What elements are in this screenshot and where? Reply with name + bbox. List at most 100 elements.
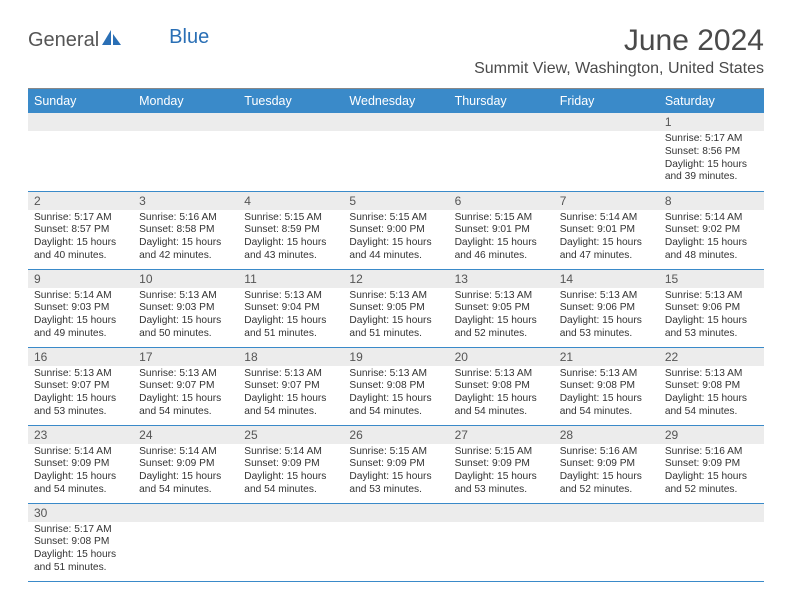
sunrise-line: Sunrise: 5:14 AM [34,446,127,459]
daylight-line: Daylight: 15 hours and 54 minutes. [34,471,127,497]
daylight-line: Daylight: 15 hours and 53 minutes. [34,393,127,419]
daylight-line: Daylight: 15 hours and 52 minutes. [665,471,758,497]
calendar-cell: 11Sunrise: 5:13 AMSunset: 9:04 PMDayligh… [238,269,343,347]
calendar-cell [659,503,764,581]
day-number: 27 [449,426,554,444]
day-number: 29 [659,426,764,444]
calendar-cell: 17Sunrise: 5:13 AMSunset: 9:07 PMDayligh… [133,347,238,425]
daylight-line: Daylight: 15 hours and 49 minutes. [34,315,127,341]
sunset-line: Sunset: 9:09 PM [139,458,232,471]
daylight-line: Daylight: 15 hours and 54 minutes. [560,393,653,419]
sunset-line: Sunset: 8:56 PM [665,146,758,159]
calendar-row: 16Sunrise: 5:13 AMSunset: 9:07 PMDayligh… [28,347,764,425]
day-details: Sunrise: 5:14 AMSunset: 9:03 PMDaylight:… [28,288,133,343]
day-details: Sunrise: 5:15 AMSunset: 8:59 PMDaylight:… [238,210,343,265]
sunrise-line: Sunrise: 5:15 AM [349,212,442,225]
sunrise-line: Sunrise: 5:15 AM [244,212,337,225]
sunset-line: Sunset: 9:05 PM [455,302,548,315]
sunset-line: Sunset: 9:05 PM [349,302,442,315]
day-number: 3 [133,192,238,210]
daylight-line: Daylight: 15 hours and 54 minutes. [139,393,232,419]
sunrise-line: Sunrise: 5:13 AM [244,290,337,303]
day-details: Sunrise: 5:13 AMSunset: 9:08 PMDaylight:… [449,366,554,421]
sunrise-line: Sunrise: 5:15 AM [455,446,548,459]
day-details: Sunrise: 5:15 AMSunset: 9:00 PMDaylight:… [343,210,448,265]
day-details: Sunrise: 5:15 AMSunset: 9:09 PMDaylight:… [449,444,554,499]
day-number [238,504,343,522]
weekday-header: Thursday [449,89,554,113]
sunrise-line: Sunrise: 5:15 AM [349,446,442,459]
header: General Blue June 2024 Summit View, Wash… [28,24,764,84]
calendar-cell: 29Sunrise: 5:16 AMSunset: 9:09 PMDayligh… [659,425,764,503]
calendar-table: Sunday Monday Tuesday Wednesday Thursday… [28,89,764,582]
calendar-cell: 26 Sunrise: 5:15 AMSunset: 9:09 PMDayligh… [343,425,448,503]
sunrise-line: Sunrise: 5:17 AM [34,212,127,225]
sunset-line: Sunset: 9:09 PM [455,458,548,471]
calendar-cell: 25Sunrise: 5:14 AMSunset: 9:09 PMDayligh… [238,425,343,503]
daylight-line: Daylight: 15 hours and 39 minutes. [665,159,758,185]
calendar-cell: 20Sunrise: 5:13 AMSunset: 9:08 PMDayligh… [449,347,554,425]
calendar-cell: 6Sunrise: 5:15 AMSunset: 9:01 PMDaylight… [449,191,554,269]
daylight-line: Daylight: 15 hours and 53 minutes. [349,471,442,497]
day-details: Sunrise: 5:13 AMSunset: 9:05 PMDaylight:… [343,288,448,343]
sunset-line: Sunset: 9:09 PM [34,458,127,471]
location-subtitle: Summit View, Washington, United States [474,60,764,78]
day-number: 9 [28,270,133,288]
sunset-line: Sunset: 8:58 PM [139,224,232,237]
sunrise-line: Sunrise: 5:16 AM [139,212,232,225]
calendar-cell: 16Sunrise: 5:13 AMSunset: 9:07 PMDayligh… [28,347,133,425]
sunrise-line: Sunrise: 5:13 AM [34,368,127,381]
calendar-cell: 10Sunrise: 5:13 AMSunset: 9:03 PMDayligh… [133,269,238,347]
weekday-header: Tuesday [238,89,343,113]
day-number: 12 [343,270,448,288]
sunrise-line: Sunrise: 5:13 AM [139,290,232,303]
title-block: June 2024 Summit View, Washington, Unite… [474,24,764,84]
weekday-header: Saturday [659,89,764,113]
calendar-cell: 27Sunrise: 5:15 AMSunset: 9:09 PMDayligh… [449,425,554,503]
calendar-cell: 1Sunrise: 5:17 AMSunset: 8:56 PMDaylight… [659,113,764,191]
day-details: Sunrise: 5:16 AMSunset: 9:09 PMDaylight:… [554,444,659,499]
daylight-line: Daylight: 15 hours and 52 minutes. [455,315,548,341]
day-number [449,113,554,131]
sunset-line: Sunset: 9:09 PM [560,458,653,471]
sunrise-line: Sunrise: 5:16 AM [665,446,758,459]
daylight-line: Daylight: 15 hours and 54 minutes. [665,393,758,419]
sunrise-line: Sunrise: 5:14 AM [665,212,758,225]
day-number: 21 [554,348,659,366]
sunset-line: Sunset: 9:07 PM [34,380,127,393]
day-details: Sunrise: 5:13 AMSunset: 9:07 PMDaylight:… [28,366,133,421]
day-number [28,113,133,131]
sunrise-line: Sunrise: 5:17 AM [665,133,758,146]
day-number [343,113,448,131]
sunset-line: Sunset: 9:09 PM [244,458,337,471]
daylight-line: Daylight: 15 hours and 53 minutes. [560,315,653,341]
daylight-line: Daylight: 15 hours and 48 minutes. [665,237,758,263]
month-title: June 2024 [474,24,764,58]
day-details: Sunrise: 5:13 AMSunset: 9:07 PMDaylight:… [133,366,238,421]
calendar-row: 30Sunrise: 5:17 AMSunset: 9:08 PMDayligh… [28,503,764,581]
calendar-cell: 22Sunrise: 5:13 AMSunset: 9:08 PMDayligh… [659,347,764,425]
daylight-line: Daylight: 15 hours and 53 minutes. [665,315,758,341]
day-number: 24 [133,426,238,444]
calendar-cell [133,503,238,581]
day-number [238,113,343,131]
daylight-line: Daylight: 15 hours and 42 minutes. [139,237,232,263]
daylight-line: Daylight: 15 hours and 53 minutes. [455,471,548,497]
sunset-line: Sunset: 9:09 PM [349,458,442,471]
calendar-cell [343,503,448,581]
sunset-line: Sunset: 9:06 PM [665,302,758,315]
daylight-line: Daylight: 15 hours and 46 minutes. [455,237,548,263]
logo: General Blue [28,28,209,53]
sunset-line: Sunset: 9:07 PM [139,380,232,393]
day-details: Sunrise: 5:15 AMSunset: 9:01 PMDaylight:… [449,210,554,265]
daylight-line: Daylight: 15 hours and 50 minutes. [139,315,232,341]
day-number [659,504,764,522]
calendar-cell: 15Sunrise: 5:13 AMSunset: 9:06 PMDayligh… [659,269,764,347]
day-number: 2 [28,192,133,210]
sunrise-line: Sunrise: 5:13 AM [139,368,232,381]
day-number: 26 [343,426,448,444]
day-number: 13 [449,270,554,288]
day-number: 17 [133,348,238,366]
calendar-cell: 30Sunrise: 5:17 AMSunset: 9:08 PMDayligh… [28,503,133,581]
day-number [133,504,238,522]
